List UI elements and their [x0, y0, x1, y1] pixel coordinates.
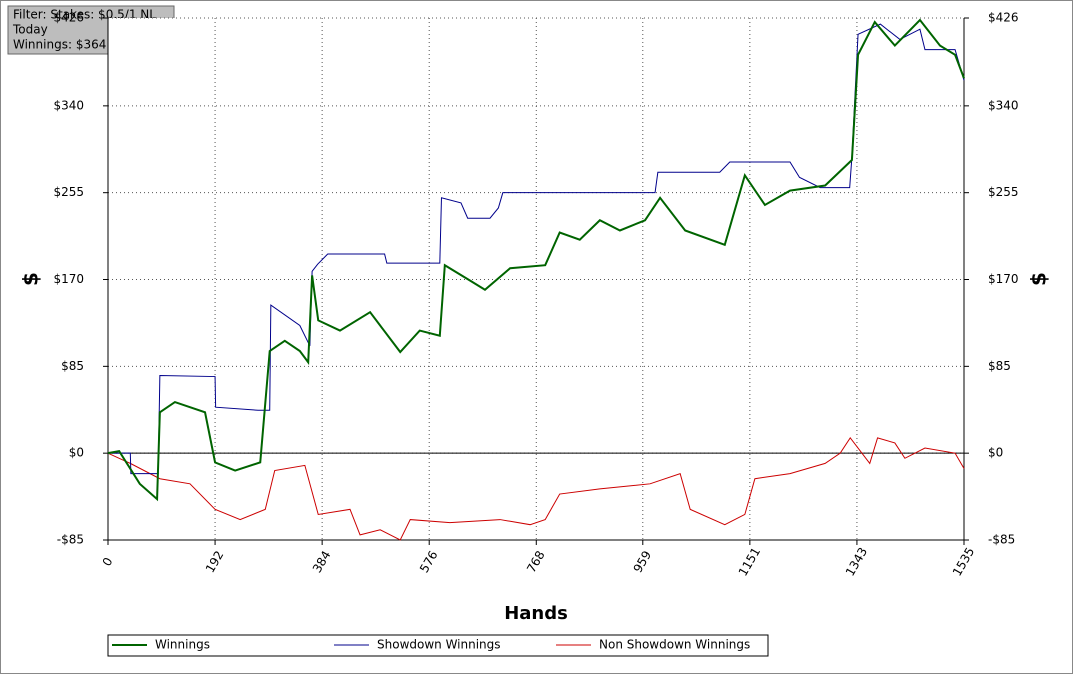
y2-tick-label: $0: [988, 446, 1003, 460]
y-tick-label: -$85: [57, 533, 84, 547]
annotation: Winnings: $364.60: [13, 38, 125, 52]
annotation: Today: [12, 23, 48, 37]
legend-label: Winnings: [155, 638, 210, 652]
x-axis-title: Hands: [504, 603, 568, 624]
series-line: [107, 436, 965, 541]
y2-tick-label: $85: [988, 359, 1011, 373]
legend-label: Non Showdown Winnings: [599, 638, 750, 652]
y2-tick-label: $170: [988, 272, 1019, 286]
y2-axis-title: $: [1027, 272, 1051, 286]
y2-tick-label: $426: [988, 11, 1019, 25]
series-line: [107, 18, 965, 502]
y-tick-label: $426: [53, 11, 84, 25]
y-tick-label: $340: [53, 98, 84, 112]
legend: [107, 634, 769, 657]
y2-tick-label: $340: [988, 98, 1019, 112]
y2-tick-label: $255: [988, 185, 1019, 199]
y-tick-label: $0: [69, 446, 84, 460]
y-axis-title: $: [19, 272, 43, 286]
y-tick-label: $170: [53, 272, 84, 286]
y-tick-label: $85: [61, 359, 84, 373]
legend-label: Showdown Winnings: [377, 638, 501, 652]
y-tick-label: $255: [53, 185, 84, 199]
y2-tick-label: -$85: [988, 533, 1015, 547]
